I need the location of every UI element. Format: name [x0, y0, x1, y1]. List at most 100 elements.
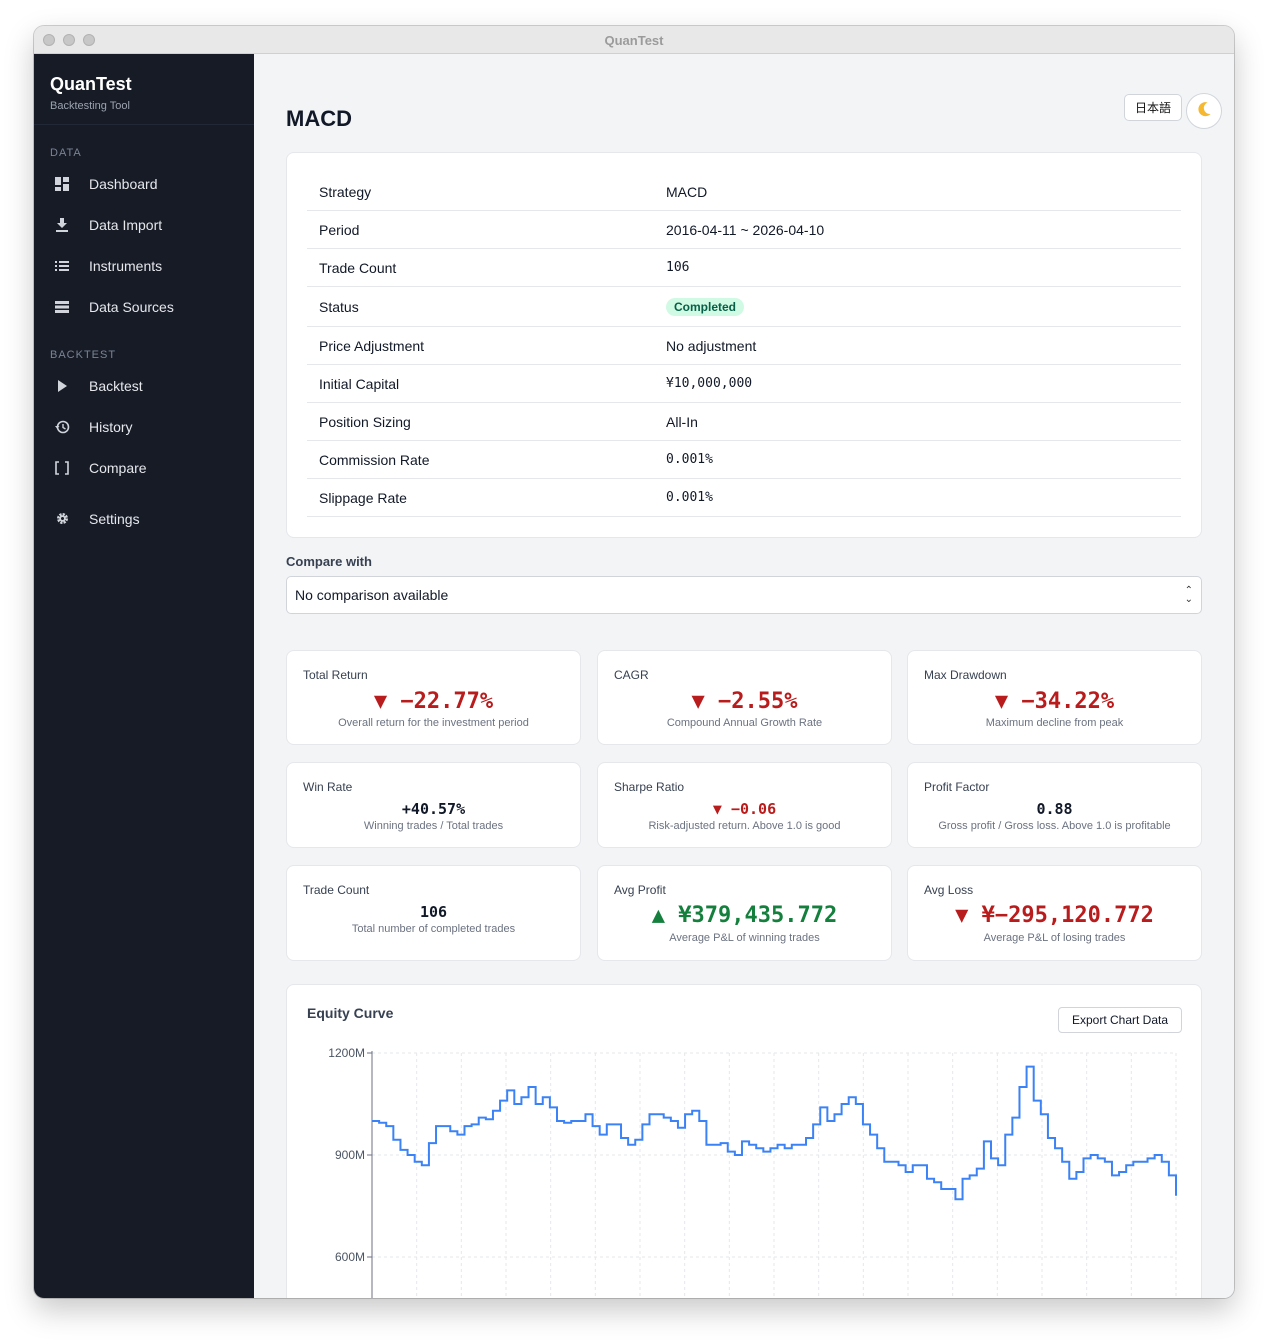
- metric-value: 0.88: [1036, 800, 1073, 818]
- metric-card-profit-factor: Profit Factor 0.88 Gross profit / Gross …: [907, 762, 1202, 848]
- export-chart-data-button[interactable]: Export Chart Data: [1058, 1007, 1182, 1033]
- metric-value: ▼ −2.55%: [691, 689, 798, 714]
- section-label-backtest: BACKTEST: [50, 349, 117, 361]
- history-icon: [54, 419, 70, 435]
- metric-label: Avg Profit: [614, 883, 666, 897]
- metric-label: Total Return: [303, 668, 368, 682]
- chart-title: Equity Curve: [307, 1005, 394, 1021]
- detail-key: Commission Rate: [319, 451, 430, 468]
- detail-value: All-In: [666, 413, 698, 430]
- metric-card-avg-profit: Avg Profit ▲ ¥379,435.772 Average P&L of…: [597, 865, 892, 961]
- detail-row: Initial Capital ¥10,000,000: [307, 365, 1181, 403]
- detail-key: Status: [319, 298, 359, 315]
- sidebar-item-label: Dashboard: [89, 175, 158, 192]
- section-label-data: DATA: [50, 147, 82, 159]
- sidebar-item-label: Backtest: [89, 377, 143, 394]
- status-badge: Completed: [666, 297, 745, 316]
- sidebar-item-instruments[interactable]: Instruments: [34, 245, 254, 286]
- page-title: MACD: [286, 106, 352, 131]
- window-title: QuanTest: [604, 33, 664, 48]
- metric-label: CAGR: [614, 668, 649, 682]
- detail-row: Position Sizing All-In: [307, 403, 1181, 441]
- metric-label: Max Drawdown: [924, 668, 1007, 682]
- metric-value: ▼ −22.77%: [373, 689, 494, 714]
- dashboard-icon: [54, 176, 70, 192]
- brand-name: QuanTest: [50, 74, 132, 94]
- gear-icon: [54, 511, 70, 527]
- metric-label: Win Rate: [303, 780, 353, 794]
- detail-value: No adjustment: [666, 337, 757, 354]
- theme-toggle-button[interactable]: [1186, 93, 1222, 129]
- y-tick-label: 900M: [335, 1148, 365, 1162]
- y-tick-label: 600M: [335, 1250, 365, 1264]
- metric-description: Gross profit / Gross loss. Above 1.0 is …: [938, 820, 1171, 832]
- detail-row: Commission Rate 0.001%: [307, 441, 1181, 479]
- detail-value: 0.001%: [666, 452, 713, 467]
- compare-select[interactable]: No comparison available ⌃ ⌄: [286, 576, 1202, 614]
- metric-value: 106: [419, 903, 448, 921]
- sidebar-item-dashboard[interactable]: Dashboard: [34, 163, 254, 204]
- equity-chart: 1200M900M600M300M: [328, 1046, 1177, 1298]
- sidebar-item-label: Compare: [89, 459, 147, 476]
- detail-key: Period: [319, 221, 360, 238]
- detail-value: MACD: [666, 183, 708, 200]
- sidebar-item-label: History: [89, 418, 133, 435]
- metric-description: Risk-adjusted return. Above 1.0 is good: [648, 820, 841, 832]
- metric-card-win-rate: Win Rate +40.57% Winning trades / Total …: [286, 762, 581, 848]
- compare-label: Compare with: [286, 554, 372, 569]
- moon-icon: [1194, 99, 1214, 124]
- metric-card-total-return: Total Return ▼ −22.77% Overall return fo…: [286, 650, 581, 745]
- detail-key: Trade Count: [319, 259, 397, 276]
- metric-label: Sharpe Ratio: [614, 780, 685, 794]
- sidebar-item-data-sources[interactable]: Data Sources: [34, 286, 254, 327]
- metric-card-sharpe-ratio: Sharpe Ratio ▼ −0.06 Risk-adjusted retur…: [597, 762, 892, 848]
- list-icon: [54, 258, 70, 274]
- metric-value: ▼ ¥−295,120.772: [955, 903, 1154, 928]
- title-bar: QuanTest: [34, 26, 1234, 54]
- detail-value: ¥10,000,000: [666, 376, 753, 391]
- storage-icon: [54, 299, 70, 315]
- zoom-window-button[interactable]: [83, 34, 95, 46]
- brand-subtitle: Backtesting Tool: [50, 100, 130, 112]
- compare-select-value: No comparison available: [295, 587, 449, 603]
- sidebar-item-label: Data Import: [89, 216, 163, 233]
- sidebar-item-compare[interactable]: Compare: [34, 447, 254, 488]
- sidebar-item-label: Instruments: [89, 257, 163, 274]
- brand: QuanTest Backtesting Tool: [34, 54, 254, 125]
- detail-key: Initial Capital: [319, 375, 400, 392]
- detail-value: 2016-04-11 ~ 2026-04-10: [666, 221, 825, 238]
- metric-description: Overall return for the investment period: [338, 717, 529, 729]
- detail-key: Slippage Rate: [319, 489, 407, 506]
- close-window-button[interactable]: [43, 34, 55, 46]
- sidebar-item-history[interactable]: History: [34, 406, 254, 447]
- minimize-window-button[interactable]: [63, 34, 75, 46]
- app-window: QuanTest QuanTest Backtesting Tool DATA …: [34, 26, 1234, 1298]
- download-icon: [54, 217, 70, 233]
- metric-card-trade-count: Trade Count 106 Total number of complete…: [286, 865, 581, 961]
- metric-description: Compound Annual Growth Rate: [666, 717, 823, 729]
- metric-description: Total number of completed trades: [351, 923, 516, 935]
- detail-key: Price Adjustment: [319, 337, 425, 354]
- detail-row: Strategy MACD: [307, 173, 1181, 211]
- metric-label: Avg Loss: [924, 883, 974, 897]
- detail-row: Price Adjustment No adjustment: [307, 327, 1181, 365]
- metric-value: ▼ −34.22%: [994, 689, 1115, 714]
- backtest-details-card: Strategy MACD Period 2016-04-11 ~ 2026-04-…: [286, 152, 1202, 538]
- sidebar-item-label: Settings: [89, 510, 140, 527]
- sidebar: QuanTest Backtesting Tool DATA Dashboard…: [34, 54, 254, 1298]
- metric-label: Profit Factor: [924, 780, 990, 794]
- metric-card-cagr: CAGR ▼ −2.55% Compound Annual Growth Rat…: [597, 650, 892, 745]
- sidebar-item-settings[interactable]: Settings: [34, 498, 254, 539]
- metric-description: Winning trades / Total trades: [363, 820, 504, 832]
- language-button[interactable]: 日本語: [1124, 94, 1182, 121]
- equity-curve-card: Equity Curve Export Chart Data 1200M 900M…: [286, 984, 1202, 1298]
- sidebar-item-backtest[interactable]: Backtest: [34, 365, 254, 406]
- metric-description: Average P&L of losing trades: [983, 932, 1126, 944]
- detail-row: Period 2016-04-11 ~ 2026-04-10: [307, 211, 1181, 249]
- y-tick-label: 1200M: [328, 1046, 365, 1060]
- sidebar-item-data-import[interactable]: Data Import: [34, 204, 254, 245]
- metric-card-avg-loss: Avg Loss ▼ ¥−295,120.772 Average P&L of …: [907, 865, 1202, 961]
- metric-value: ▲ ¥379,435.772: [651, 903, 838, 928]
- equity-series-line: [372, 1065, 1177, 1201]
- metric-value: +40.57%: [401, 800, 466, 818]
